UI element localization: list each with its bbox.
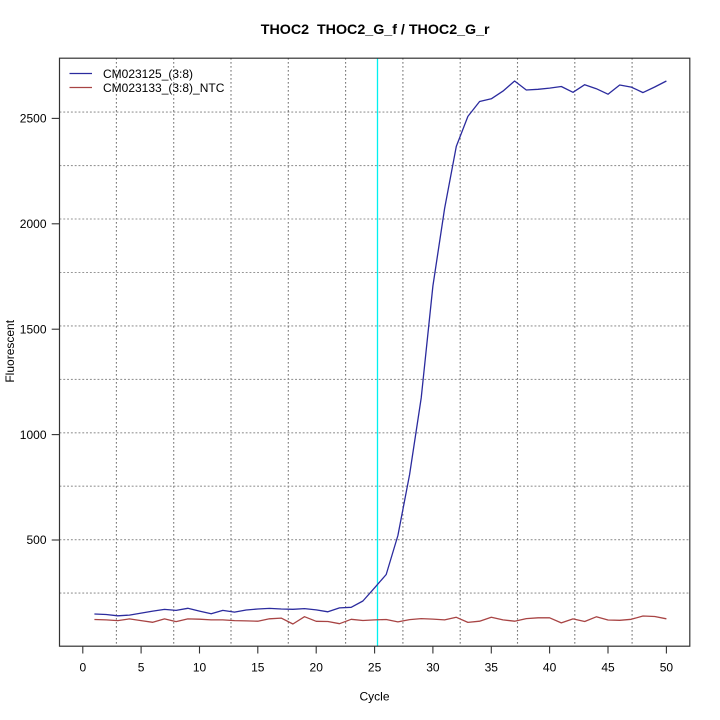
svg-text:THOC2 THOC2_G_f / THOC2_G_r: THOC2 THOC2_G_f / THOC2_G_r — [261, 22, 490, 38]
svg-text:2000: 2000 — [20, 217, 47, 231]
svg-text:5: 5 — [138, 661, 145, 675]
svg-text:CM023125_(3:8): CM023125_(3:8) — [103, 67, 193, 81]
svg-text:2500: 2500 — [20, 112, 47, 126]
svg-text:Cycle: Cycle — [359, 690, 389, 704]
svg-text:30: 30 — [426, 661, 440, 675]
svg-text:CM023133_(3:8)_NTC: CM023133_(3:8)_NTC — [103, 81, 225, 95]
svg-text:1500: 1500 — [20, 322, 47, 336]
svg-text:Fluorescent: Fluorescent — [3, 319, 17, 382]
svg-text:40: 40 — [543, 661, 557, 675]
svg-text:10: 10 — [193, 661, 207, 675]
svg-text:50: 50 — [660, 661, 674, 675]
svg-text:15: 15 — [251, 661, 265, 675]
svg-text:25: 25 — [368, 661, 382, 675]
svg-text:500: 500 — [26, 533, 46, 547]
svg-text:0: 0 — [79, 661, 86, 675]
svg-text:20: 20 — [310, 661, 324, 675]
svg-text:45: 45 — [601, 661, 615, 675]
svg-text:1000: 1000 — [20, 428, 47, 442]
svg-text:35: 35 — [485, 661, 499, 675]
